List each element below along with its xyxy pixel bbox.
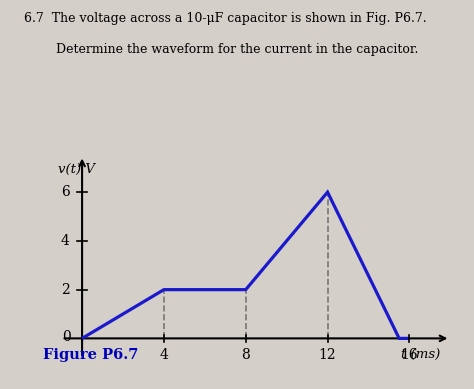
Text: 4: 4 — [159, 348, 168, 362]
Text: 6: 6 — [61, 185, 70, 199]
Text: 4: 4 — [61, 234, 70, 248]
Text: 8: 8 — [241, 348, 250, 362]
Text: 2: 2 — [61, 283, 70, 297]
Text: Determine the waveform for the current in the capacitor.: Determine the waveform for the current i… — [24, 43, 418, 56]
Text: 12: 12 — [319, 348, 337, 362]
Text: Figure P6.7: Figure P6.7 — [43, 348, 138, 362]
Text: 16: 16 — [401, 348, 418, 362]
Text: v(t) V: v(t) V — [57, 163, 94, 176]
Text: 6.7  The voltage across a 10-μF capacitor is shown in Fig. P6.7.: 6.7 The voltage across a 10-μF capacitor… — [24, 12, 426, 25]
Text: 0: 0 — [62, 330, 71, 344]
Text: t (ms): t (ms) — [401, 349, 440, 362]
